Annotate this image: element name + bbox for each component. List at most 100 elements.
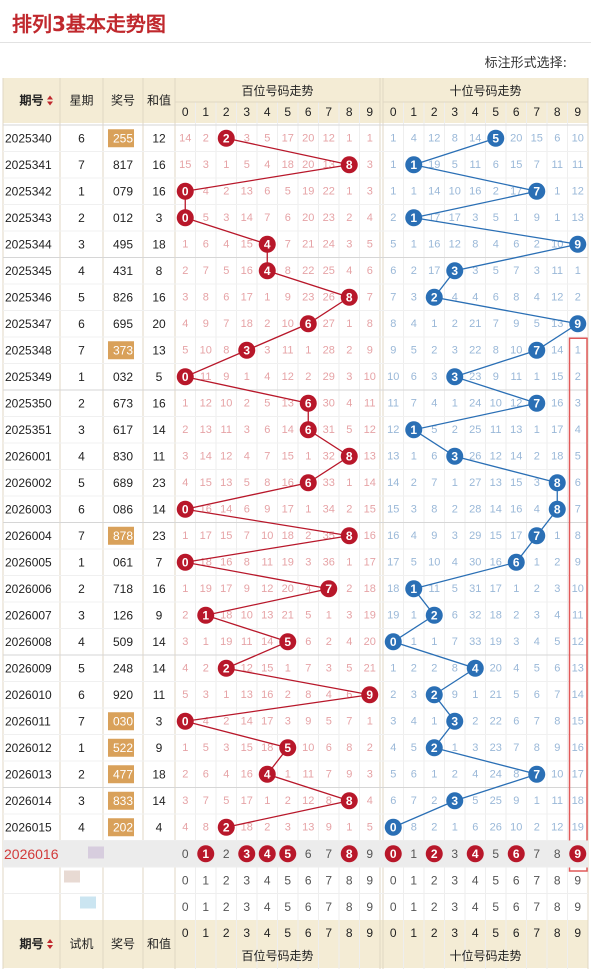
miss-count-hundreds: 2: [203, 662, 209, 674]
miss-count-hundreds: 13: [241, 689, 253, 701]
miss-count-tens: 9: [575, 556, 581, 568]
footer-header-sum: 和值: [147, 936, 171, 951]
tens-ball-label: 7: [533, 184, 540, 198]
miss-count-hundreds: 2: [264, 821, 270, 833]
miss-count-tens: 23: [469, 371, 481, 383]
sort-arrows-icon[interactable]: [47, 95, 53, 100]
miss-count-hundreds: 16: [364, 530, 376, 542]
tens-ball-label: 0: [390, 820, 397, 834]
miss-count-tens: 5: [411, 556, 417, 568]
miss-count-hundreds: 14: [282, 424, 294, 436]
miss-count-tens: 12: [572, 185, 584, 197]
trial-digit-tens: 0: [390, 873, 397, 887]
miss-count-hundreds: 29: [323, 371, 335, 383]
miss-count-tens: 11: [572, 609, 583, 621]
miss-count-tens: 16: [469, 185, 481, 197]
miss-count-tens: 2: [452, 318, 458, 330]
miss-count-tens: 4: [554, 609, 560, 621]
tens-ball-label: 2: [431, 741, 438, 755]
table-row: 2026015 4 202 4 4 8 18 2 3 13 9 1 5 8 2 1 6 26 10 2 12 19: [5, 818, 584, 837]
miss-count-hundreds: 2: [305, 530, 311, 542]
miss-count-hundreds: 18: [261, 742, 273, 754]
miss-count-hundreds: 1: [285, 662, 291, 674]
table-row: 2025350 2 673 16 1 12 10 2 5 13 30 4 11 11 7 4 1 24 10 12 16…: [5, 396, 581, 410]
tens-ball-label: 2: [431, 688, 438, 702]
miss-count-tens: 2: [472, 715, 478, 727]
miss-count-tens: 26: [490, 821, 502, 833]
miss-count-hundreds: 7: [264, 450, 270, 462]
miss-count-tens: 7: [411, 397, 417, 409]
predict-ball-hundreds: [340, 845, 358, 863]
miss-count-hundreds: 16: [220, 556, 232, 568]
draw-cell: 202: [113, 820, 133, 834]
sort-arrows-icon[interactable]: [47, 945, 53, 949]
sort-arrows-icon[interactable]: [47, 939, 53, 943]
draw-highlight: [108, 341, 134, 360]
week-cell: 1: [78, 555, 85, 569]
miss-count-tens: 3: [534, 477, 540, 489]
miss-count-tens: 10: [510, 821, 522, 833]
sort-arrows-icon[interactable]: [47, 101, 53, 106]
table-row: 2025341 7 817 16 15 3 1 5 4 18 20 13 3 1 19 5 11 6 15 7 11 11: [5, 158, 583, 172]
miss-count-hundreds: 10: [261, 530, 273, 542]
miss-count-hundreds: 20: [302, 159, 314, 171]
miss-count-hundreds: 31: [323, 424, 335, 436]
column-header-tens: 十位号码走势: [449, 83, 521, 98]
miss-count-tens: 5: [554, 636, 560, 648]
miss-count-hundreds: 22: [302, 265, 314, 277]
hundreds-ball: [197, 606, 215, 624]
miss-count-tens: 1: [534, 795, 540, 807]
hundreds-ball: [279, 739, 297, 757]
miss-count-hundreds: 1: [346, 821, 352, 833]
predict-ball-tens: [384, 845, 402, 863]
tens-ball-label: 7: [533, 343, 540, 357]
miss-count-tens: 5: [575, 450, 581, 462]
footer-digit-hundreds: 6: [305, 926, 312, 940]
predict-ball-tens-label: 0: [390, 847, 397, 861]
trial-digit-hundreds: 8: [346, 873, 353, 887]
hundreds-ball: [176, 500, 194, 518]
miss-count-tens: 1: [411, 238, 417, 250]
miss-count-tens: 1: [452, 821, 458, 833]
miss-count-hundreds: 18: [364, 583, 376, 595]
miss-count-hundreds: 3: [182, 636, 188, 648]
miss-count-hundreds: 1: [346, 556, 352, 568]
miss-count-tens: 27: [469, 477, 481, 489]
miss-count-hundreds: 19: [200, 583, 212, 595]
miss-count-tens: 4: [472, 768, 478, 780]
miss-count-hundreds: 3: [305, 556, 311, 568]
miss-count-hundreds: 20: [364, 636, 376, 648]
hundreds-ball: [217, 129, 235, 147]
miss-count-tens: 17: [428, 265, 440, 277]
predict-ball-tens: [569, 845, 587, 863]
miss-count-hundreds: 3: [182, 450, 188, 462]
week-cell: 4: [78, 264, 85, 278]
hundreds-ball-label: 8: [346, 158, 353, 172]
hundreds-ball: [176, 209, 194, 227]
footer-digit-hundreds: 0: [182, 926, 189, 940]
miss-count-hundreds: 2: [223, 185, 229, 197]
draw-cell: 032: [113, 370, 133, 384]
miss-count-hundreds: 21: [364, 662, 376, 674]
week-cell: 3: [78, 794, 85, 808]
table-row: 2025347 6 695 20 4 9 7 18 2 10 27 1 8 8 4 1 2 21 7 9 5 13: [5, 317, 563, 331]
pending-digit: 6: [305, 847, 312, 861]
digit-header-hundreds: 2: [223, 105, 230, 119]
hundreds-ball-label: 6: [305, 317, 312, 331]
miss-count-hundreds: 8: [203, 821, 209, 833]
miss-count-hundreds: 5: [182, 689, 188, 701]
miss-count-tens: 11: [552, 265, 563, 277]
trial-digit-hundreds: 0: [182, 900, 189, 914]
sum-cell: 4: [156, 820, 163, 834]
miss-count-tens: 13: [572, 212, 584, 224]
miss-count-tens: 7: [431, 477, 437, 489]
miss-count-hundreds: 9: [285, 291, 291, 303]
miss-count-tens: 4: [534, 503, 540, 515]
draw-cell: 373: [113, 343, 133, 357]
miss-count-hundreds: 1: [305, 450, 311, 462]
miss-count-tens: 10: [449, 185, 461, 197]
hundreds-ball: [217, 818, 235, 836]
draw-cell: 878: [113, 529, 133, 543]
miss-count-hundreds: 4: [264, 371, 270, 383]
miss-count-tens: 17: [551, 424, 563, 436]
